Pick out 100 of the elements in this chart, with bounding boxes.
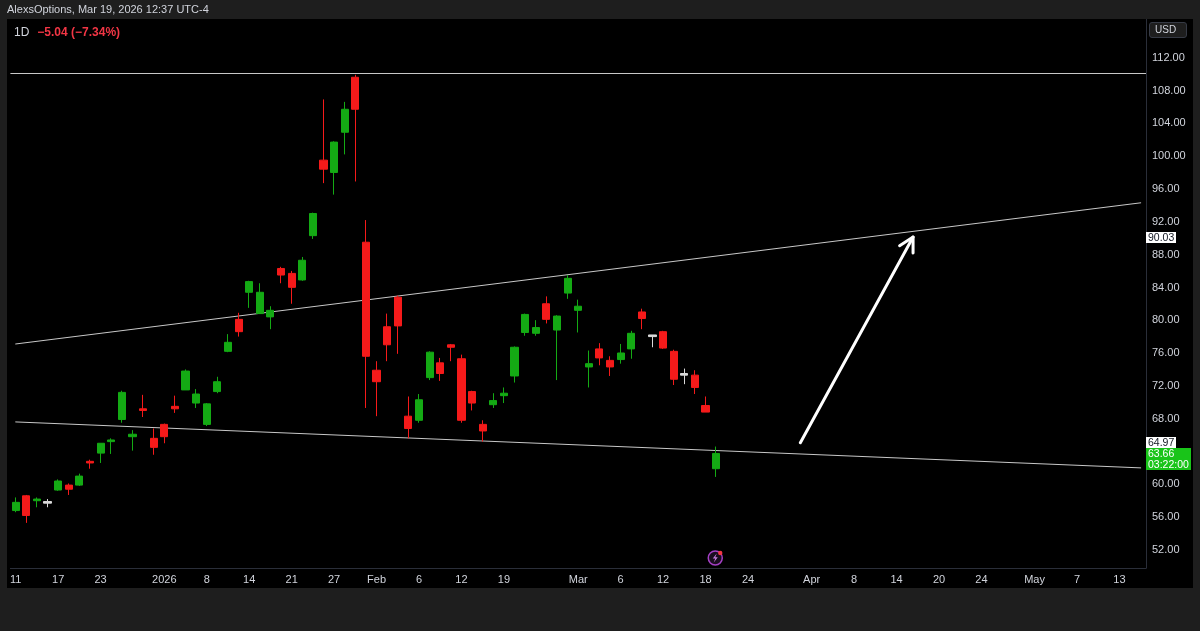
x-tick-label: 12 — [656, 572, 670, 585]
candlestick — [574, 299, 582, 333]
candlestick — [468, 390, 476, 411]
x-tick-label: 7 — [1073, 572, 1081, 585]
candlestick — [43, 498, 52, 508]
x-tick-label: 19 — [497, 572, 511, 585]
candlestick — [266, 305, 274, 330]
y-tick-label: 60.00 — [1152, 477, 1180, 490]
candlestick — [691, 369, 699, 395]
candlestick — [362, 219, 370, 409]
y-tick-label: 88.00 — [1152, 247, 1180, 260]
y-tick-label: 108.00 — [1152, 83, 1186, 96]
x-tick-label: Apr — [803, 572, 821, 585]
candlestick — [65, 482, 73, 496]
candlestick — [627, 330, 635, 360]
x-tick-label: 21 — [285, 572, 298, 585]
candlestick — [256, 282, 264, 315]
x-tick-label: 2026 — [152, 572, 177, 585]
candlestick — [638, 308, 646, 330]
y-tick-label: 52.00 — [1152, 543, 1180, 556]
candlestick — [351, 74, 359, 182]
x-tick-label: 12 — [455, 572, 468, 585]
candlestick — [128, 429, 137, 452]
candlestick — [86, 459, 94, 470]
text: AlexsOptions, Mar 19, 2026 12:37 UTC-4 — [7, 3, 209, 16]
candlestick — [245, 280, 253, 309]
candlestick — [383, 313, 391, 362]
x-tick-label: 18 — [699, 572, 712, 585]
candlestick — [118, 390, 126, 424]
y-tick-label: 92.00 — [1152, 214, 1180, 227]
candlestick — [712, 446, 720, 478]
candlestick — [415, 393, 423, 424]
candlestick — [224, 333, 232, 353]
x-tick-label: 8 — [203, 572, 210, 585]
candlestick — [500, 386, 508, 404]
candlestick — [139, 394, 147, 418]
candlestick — [372, 360, 381, 417]
candlestick — [648, 334, 657, 348]
y-tick-label: 76.00 — [1152, 346, 1180, 359]
candlestick — [479, 419, 487, 443]
y-tick-label: 96.00 — [1152, 182, 1180, 195]
x-tick-label: 11 — [9, 572, 22, 585]
candlestick — [606, 355, 614, 377]
candlestick — [192, 388, 200, 409]
candlestick — [54, 478, 62, 492]
x-tick-label: Mar — [568, 572, 588, 585]
y-tick-label: 56.00 — [1152, 510, 1180, 523]
candlestick — [160, 423, 168, 444]
candlestick — [213, 376, 221, 394]
y-tick-label: 104.00 — [1152, 116, 1186, 129]
text: 63.66 — [1148, 446, 1176, 459]
candlestick — [150, 427, 158, 456]
candlestick — [309, 212, 317, 240]
candlestick — [564, 274, 572, 300]
candlestick — [521, 313, 529, 337]
x-tick-label: Feb — [367, 572, 387, 585]
candlestick — [107, 437, 115, 455]
x-tick-label: 17 — [52, 572, 65, 585]
candlestick — [330, 140, 338, 196]
candlestick — [203, 402, 211, 427]
candlestick — [171, 395, 179, 414]
candlestick — [617, 343, 625, 365]
y-tick-label: 68.00 — [1152, 411, 1180, 424]
candlestick — [235, 312, 243, 338]
y-tick-label: 72.00 — [1152, 379, 1180, 391]
candlestick — [532, 319, 540, 337]
x-tick-label: May — [1024, 572, 1046, 585]
candlestick — [298, 256, 306, 282]
x-tick-label: 23 — [94, 572, 107, 585]
candlestick — [181, 368, 190, 391]
candlestick — [436, 357, 444, 382]
candlestick — [701, 395, 710, 413]
candlestick — [595, 342, 603, 366]
candlestick — [542, 295, 550, 324]
x-tick-label: 14 — [243, 572, 256, 585]
text: USD — [1149, 22, 1187, 38]
text: 1D — [14, 25, 30, 39]
candlestick — [97, 442, 105, 464]
y-tick-label: 80.00 — [1152, 313, 1180, 326]
candlestick — [404, 395, 412, 439]
candlestick — [394, 295, 402, 355]
x-tick-label: 13 — [1113, 572, 1126, 585]
annotation: 64.97 — [1148, 436, 1175, 449]
candlestick — [75, 473, 83, 487]
candlestick — [426, 350, 434, 381]
candlestick — [277, 266, 285, 284]
text: 03:22:00 — [1148, 457, 1189, 470]
candlestick — [12, 496, 20, 513]
x-tick-label: 14 — [890, 572, 903, 585]
y-tick-label: 112.00 — [1152, 50, 1185, 63]
candlestick — [489, 392, 497, 409]
x-tick-label: 6 — [617, 572, 624, 585]
annotation: 90.03 — [1148, 230, 1175, 243]
x-tick-label: 27 — [327, 572, 341, 585]
candlestick — [447, 343, 455, 362]
candlestick — [680, 368, 688, 385]
x-tick-label: 20 — [932, 572, 946, 585]
candlestick — [33, 496, 41, 508]
x-tick-label: 24 — [975, 572, 988, 585]
x-tick-label: 6 — [415, 572, 423, 585]
